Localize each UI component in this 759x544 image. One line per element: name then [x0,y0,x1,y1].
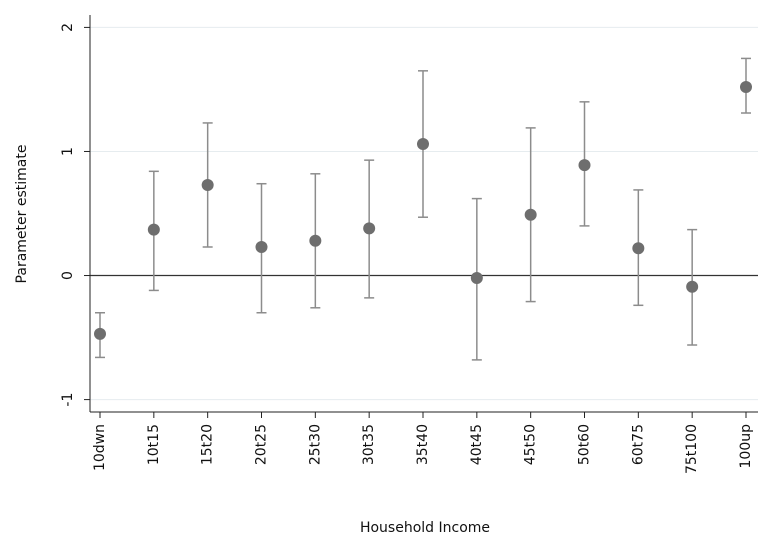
x-tick-label: 35t40 [415,424,431,465]
point [201,178,214,191]
point [417,138,429,151]
point [255,240,268,253]
x-tick-label: 25t30 [307,424,323,465]
y-tick-label: -1 [60,393,76,407]
x-tick-label: 15t20 [200,424,216,465]
point [147,223,160,236]
point [578,159,591,172]
x-axis-title: Household Income [360,520,490,536]
y-tick-label: 1 [60,147,76,156]
x-tick-label: 45t50 [523,424,539,465]
x-tick-label: 30t35 [361,424,377,465]
y-tick-label: 2 [60,23,76,32]
point [94,327,106,340]
point [363,222,376,235]
point [524,208,537,221]
x-tick-label: 75t100 [684,424,700,474]
x-tick-label: 60t75 [630,424,646,465]
point [740,80,752,93]
x-tick-label: 10dwn [92,424,108,471]
x-tick-label: 50t60 [577,424,593,465]
point [470,272,483,285]
x-tick-label: 40t45 [469,424,485,465]
x-tick-label: 20t25 [254,424,270,465]
point [309,234,322,247]
point [686,280,699,293]
x-tick-label: 100up [738,424,754,469]
y-tick-label: 0 [60,271,76,280]
x-tick-label: 10t15 [146,424,162,465]
point [632,242,645,255]
y-axis-title: Parameter estimate [14,145,30,284]
